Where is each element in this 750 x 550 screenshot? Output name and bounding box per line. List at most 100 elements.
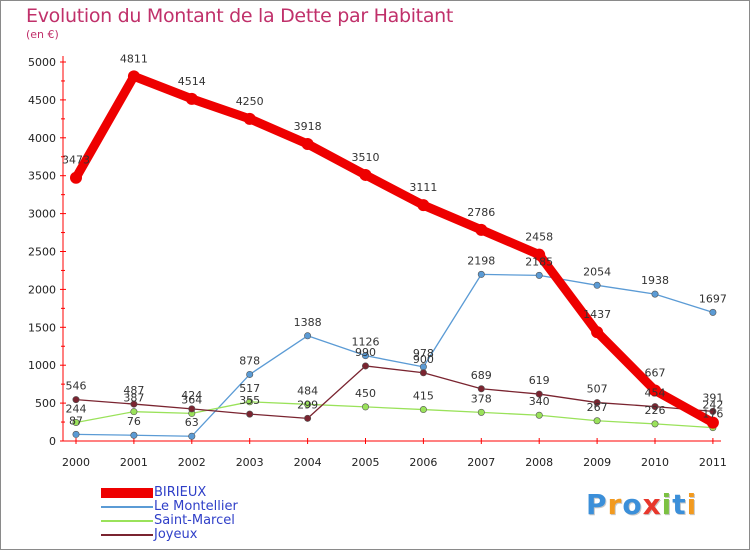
data-label: 450 — [355, 387, 376, 400]
logo-letter: t — [672, 488, 687, 521]
y-tick-label: 2000 — [28, 283, 56, 296]
data-point — [533, 248, 546, 261]
data-point — [535, 271, 543, 279]
data-point — [188, 405, 196, 413]
data-point — [651, 290, 659, 298]
data-label: 340 — [529, 395, 550, 408]
x-tick-label: 2006 — [409, 456, 437, 469]
x-tick-label: 2001 — [120, 456, 148, 469]
data-point — [649, 384, 661, 397]
data-label: 546 — [66, 380, 87, 393]
data-label: 242 — [702, 399, 723, 412]
data-label: 415 — [413, 390, 434, 403]
data-label: 2185 — [525, 255, 553, 268]
data-label: 4514 — [178, 75, 206, 88]
data-label: 267 — [587, 401, 608, 414]
y-tick-label: 3500 — [28, 170, 56, 183]
data-label: 619 — [529, 374, 550, 387]
data-point — [361, 403, 369, 411]
data-label: 487 — [123, 384, 144, 397]
data-point — [361, 352, 369, 360]
data-label: 355 — [239, 394, 260, 407]
data-point — [130, 431, 138, 439]
x-tick-label: 2003 — [236, 456, 264, 469]
x-tick-label: 2011 — [699, 456, 727, 469]
x-tick-label: 2000 — [62, 456, 90, 469]
logo-letter: i — [686, 488, 698, 521]
data-point — [593, 417, 601, 425]
chart-subtitle: (en €) — [26, 28, 59, 41]
series-line-birieux — [71, 71, 718, 428]
data-point — [706, 416, 719, 429]
data-point — [130, 400, 138, 408]
data-label: 1697 — [699, 292, 727, 305]
data-label: 378 — [471, 392, 492, 405]
data-point — [593, 399, 601, 407]
data-point — [188, 432, 196, 440]
data-label: 484 — [297, 384, 318, 397]
logo-letter: o — [622, 488, 643, 521]
data-point — [593, 281, 601, 289]
data-point — [361, 362, 369, 370]
x-tick-label: 2007 — [467, 456, 495, 469]
y-tick-label: 4500 — [28, 94, 56, 107]
data-point — [185, 92, 198, 105]
data-label: 3510 — [352, 151, 380, 164]
data-point — [535, 411, 543, 419]
x-tick-label: 2008 — [525, 456, 553, 469]
series-line-joyeux — [75, 365, 714, 419]
data-point — [246, 370, 254, 378]
legend-swatch — [101, 506, 153, 508]
y-tick-label: 4000 — [28, 132, 56, 145]
series-line-saint-marcel — [75, 401, 714, 429]
data-label: 244 — [66, 403, 87, 416]
data-label: 63 — [185, 416, 199, 429]
data-point — [246, 410, 254, 418]
chart-title: Evolution du Montant de la Dette par Hab… — [26, 5, 454, 27]
data-label: 1437 — [583, 308, 611, 321]
data-point — [130, 408, 138, 416]
legend-swatch — [101, 534, 153, 536]
data-point — [477, 270, 485, 278]
data-label: 454 — [645, 387, 666, 400]
y-tick-label: 3000 — [28, 208, 56, 221]
data-point — [72, 396, 80, 404]
data-point — [475, 223, 488, 236]
legend-label: Joyeux — [154, 527, 198, 542]
data-label: 2786 — [467, 206, 495, 219]
data-label: 87 — [69, 414, 83, 427]
data-point — [419, 406, 427, 414]
y-tick-label: 5000 — [28, 56, 56, 69]
data-point — [417, 199, 430, 212]
data-point — [419, 369, 427, 377]
data-label: 299 — [297, 398, 318, 411]
legend-swatch — [101, 488, 153, 498]
data-label: 4250 — [236, 95, 264, 108]
data-label: 878 — [239, 354, 260, 367]
data-label: 1938 — [641, 274, 669, 287]
data-label: 1126 — [352, 336, 380, 349]
data-point — [127, 70, 140, 83]
data-point — [243, 112, 256, 125]
y-tick-label: 0 — [49, 435, 56, 448]
data-label: 3918 — [294, 120, 322, 133]
data-label: 387 — [123, 392, 144, 405]
data-label: 2198 — [467, 254, 495, 267]
data-label: 364 — [181, 393, 202, 406]
data-point — [535, 390, 543, 398]
logo-letter: i — [661, 488, 673, 521]
legend-label: BIRIEUX — [154, 485, 207, 500]
data-label: 2458 — [525, 231, 553, 244]
data-label: 76 — [127, 415, 141, 428]
data-point — [304, 400, 312, 408]
legend-swatch — [101, 520, 153, 522]
data-label: 4811 — [120, 52, 148, 65]
legend-label: Le Montellier — [154, 499, 238, 514]
data-point — [359, 168, 372, 181]
y-tick-label: 500 — [35, 397, 56, 410]
data-label: 226 — [645, 404, 666, 417]
x-tick-label: 2010 — [641, 456, 669, 469]
data-point — [651, 420, 659, 428]
